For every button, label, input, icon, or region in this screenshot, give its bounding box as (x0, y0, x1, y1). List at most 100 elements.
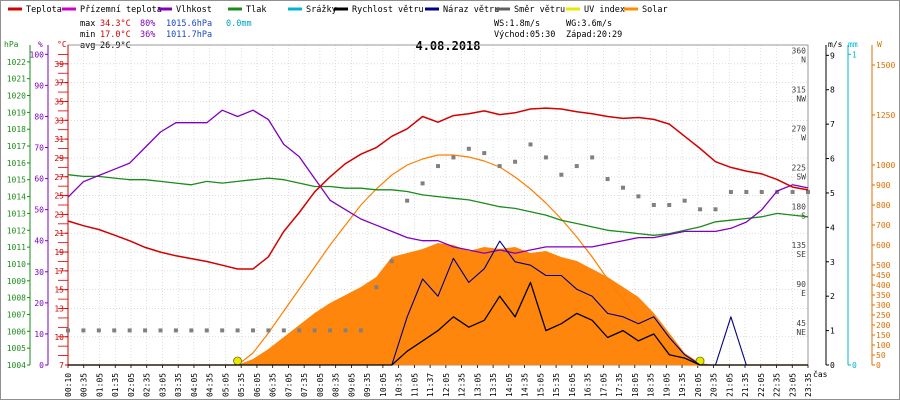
wind-dir-point (790, 190, 795, 195)
x-tick-label: 19:05 (662, 373, 671, 397)
stat-min-label: min (80, 30, 95, 40)
wind-dir-tick-label: 45 (796, 319, 806, 328)
humidity-axis-tick-label: 20 (34, 299, 44, 308)
chart-title: 4.08.2018 (415, 39, 480, 53)
unit-deg: °C (57, 40, 67, 49)
humidity-axis-tick-label: 40 (34, 237, 44, 246)
wind-dir-point (328, 328, 333, 333)
x-tick-label: 05:35 (237, 373, 246, 397)
x-tick-label: 21:35 (741, 373, 750, 397)
x-tick-label: 18:35 (647, 373, 656, 397)
x-tick-label: 00:35 (80, 373, 89, 397)
wind-dir-point (528, 142, 533, 147)
wind-dir-point (158, 328, 163, 333)
wind-axis-tick-label: 6 (830, 155, 835, 164)
wind-dir-point (204, 328, 209, 333)
pressure-axis-tick-label: 1009 (7, 277, 26, 286)
wind-axis-tick-label: 9 (830, 51, 835, 60)
wind-dir-tick-label: 360 (792, 47, 807, 56)
x-tick-label: 00:10 (64, 373, 73, 397)
pressure-axis-tick-label: 1018 (7, 125, 26, 134)
solar-axis-tick-label: 1250 (876, 111, 895, 120)
x-tick-label: 23:35 (804, 373, 813, 397)
temperature-axis-tick-label: 7 (59, 361, 64, 370)
x-tick-label: 14:05 (505, 373, 514, 397)
solar-axis-tick-label: 200 (876, 321, 891, 330)
wind-dir-point (251, 328, 255, 333)
wind-dir-point (543, 155, 548, 160)
wind-dir-point (374, 285, 379, 290)
temperature-axis-tick-label: 17 (54, 267, 64, 276)
temperature-axis-tick-label: 25 (54, 192, 64, 201)
pressure-axis-tick-label: 1013 (7, 209, 26, 218)
solar-axis-tick-label: 150 (876, 331, 891, 340)
wind-dir-tick-label: 315 (792, 86, 807, 95)
wind-dir-compass-label: W (801, 133, 806, 142)
x-tick-label: 21:05 (725, 373, 734, 397)
x-axis-unit: čas (813, 369, 828, 379)
x-tick-label: 11:37 (426, 373, 435, 397)
pressure-axis-tick-label: 1012 (7, 226, 26, 235)
rain-axis-tick-label: 1 (852, 50, 857, 59)
x-tick-label: 13:05 (473, 373, 482, 397)
wind-dir-point (605, 177, 610, 182)
x-tick-label: 02:05 (127, 373, 136, 397)
x-tick-label: 15:05 (536, 373, 545, 397)
pressure-axis-tick-label: 1008 (7, 294, 26, 303)
wind-dir-point (590, 155, 595, 160)
wind-dir-point (405, 198, 410, 203)
stat-max-press: 1015.6hPa (166, 19, 212, 29)
sunrise-time: Východ:05:30 (494, 30, 555, 40)
wind-dir-tick-label: 270 (792, 124, 807, 133)
solar-axis-tick-label: 450 (876, 271, 891, 280)
legend-label: Směr větru (514, 5, 565, 15)
solar-area (68, 243, 808, 365)
stat-min-hum: 36% (140, 30, 155, 40)
unit-hpa: hPa (4, 40, 19, 49)
solar-axis-tick-label: 350 (876, 291, 891, 300)
legend-label: Rychlost větru (352, 5, 424, 15)
wind-dir-point (81, 328, 86, 333)
x-tick-label: 15:35 (552, 373, 561, 397)
wind-axis-tick-label: 0 (830, 361, 835, 370)
wind-dir-point (173, 328, 178, 333)
wind-gust-avg: WG:3.6m/s (566, 19, 612, 29)
stat-max-temp: 34.3°C (100, 19, 131, 29)
wind-dir-point (513, 159, 518, 164)
x-tick-label: 22:35 (773, 373, 782, 397)
wind-dir-tick-label: 135 (792, 241, 807, 250)
wind-dir-point (744, 190, 749, 195)
pressure-line (67, 174, 809, 236)
x-tick-label: 17:05 (599, 373, 608, 397)
axes: 1004100510061007100810091010101110121013… (7, 45, 895, 397)
x-tick-label: 09:05 (347, 373, 356, 397)
wind-dir-point (559, 172, 564, 177)
humidity-axis-tick-label: 30 (34, 268, 44, 277)
pressure-axis-tick-label: 1015 (7, 176, 26, 185)
legend-label: Solar (642, 5, 668, 15)
x-tick-label: 10:05 (379, 373, 388, 397)
wind-dir-point (682, 198, 687, 203)
legend-label: UV index (584, 5, 625, 15)
x-tick-label: 12:35 (458, 373, 467, 397)
x-tick-label: 09:35 (363, 373, 372, 397)
solar-axis-tick-label: 300 (876, 301, 891, 310)
wind-dir-point (667, 203, 672, 207)
solar-axis-tick-label: 0 (876, 361, 881, 370)
solar-axis-tick-label: 1500 (876, 61, 895, 70)
wind-speed-avg: WS:1.8m/s (494, 19, 540, 29)
sunset-time: Západ:20:29 (566, 30, 622, 40)
solar-axis-tick-label: 900 (876, 181, 891, 190)
wind-dir-point (343, 328, 348, 333)
solar-axis-tick-label: 700 (876, 221, 891, 230)
legend-label: Teplota (26, 5, 62, 15)
wind-axis-tick-label: 2 (830, 292, 835, 301)
x-tick-label: 03:35 (174, 373, 183, 397)
x-tick-label: 12:05 (442, 373, 451, 397)
wind-dir-point (713, 207, 718, 212)
temperature-line (67, 107, 809, 270)
humidity-line (67, 109, 809, 254)
wind-dir-point (281, 328, 286, 333)
wind-dir-point (266, 328, 271, 333)
sun-marker (233, 356, 242, 366)
